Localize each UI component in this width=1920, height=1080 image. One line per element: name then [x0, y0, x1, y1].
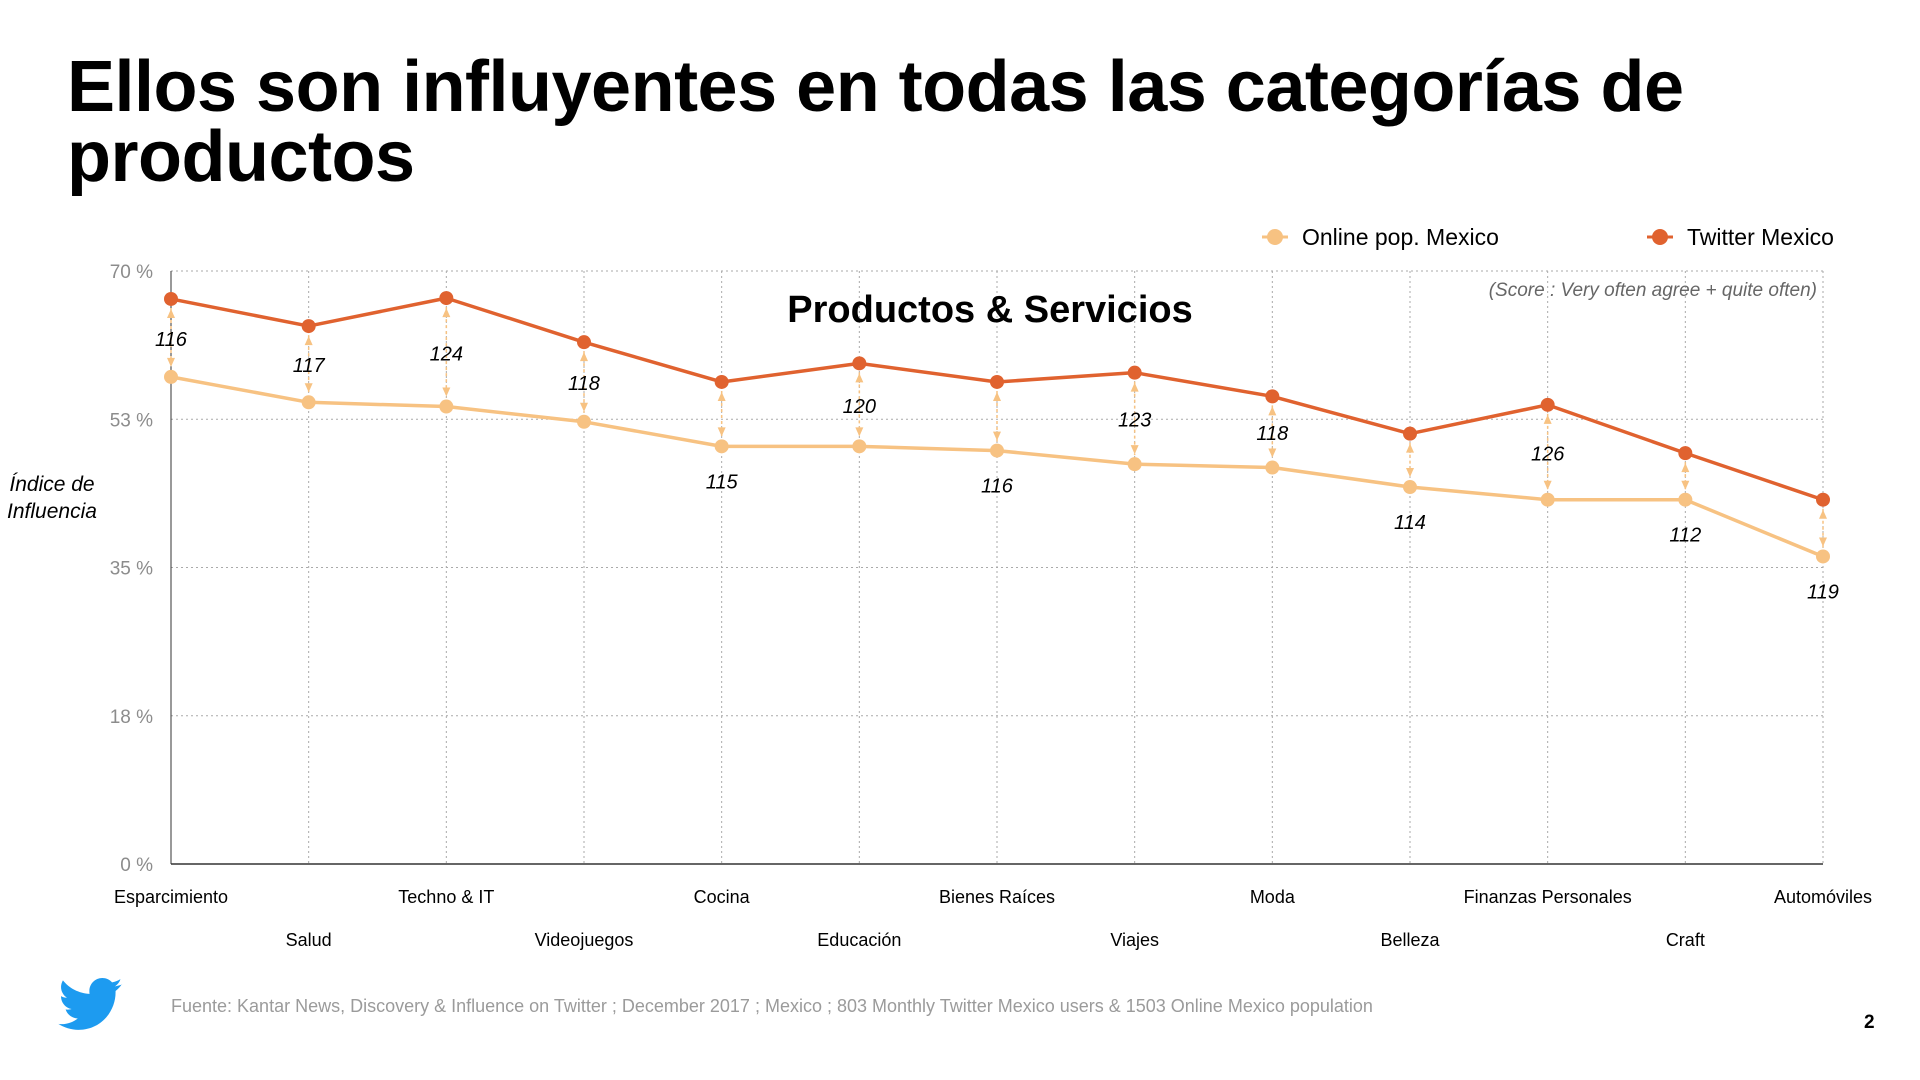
online-data-point: [1678, 492, 1693, 507]
twitter-data-point: [1816, 492, 1830, 507]
connector-arrow-down: [580, 402, 588, 412]
page-title: Ellos son influyentes en todas las categ…: [67, 47, 1684, 197]
x-category-label: Bienes Raíces: [939, 887, 1055, 907]
index-value-label: 114: [1394, 512, 1426, 534]
online-data-point: [714, 439, 729, 454]
y-tick-label: 18 %: [110, 707, 153, 728]
index-value-label: 115: [706, 471, 739, 493]
connector-arrow-up: [855, 373, 864, 383]
index-value-label: 118: [568, 373, 600, 395]
legend-twitter-label: Twitter Mexico: [1687, 224, 1834, 250]
x-category-label: Belleza: [1380, 930, 1440, 950]
twitter-data-point: [714, 374, 729, 389]
connector-arrow-up: [1406, 443, 1414, 453]
y-tick-label: 0 %: [120, 855, 153, 876]
connector-arrow-down: [717, 427, 726, 437]
connector-arrow-up: [717, 391, 726, 401]
y-axis-title: Índice de Influencia: [7, 473, 97, 523]
online-data-point: [164, 369, 178, 384]
connector-arrow-down: [1819, 537, 1827, 547]
connector-arrow-up: [1130, 382, 1139, 392]
connector-arrow-down: [1268, 448, 1277, 458]
twitter-data-point: [301, 319, 316, 334]
twitter-data-point: [1127, 365, 1142, 380]
x-category-label: Craft: [1666, 930, 1705, 950]
grid-layer: 0 % 18 % 35 % 53 % 70 % Esparcimiento Salud Tec…: [110, 262, 1872, 950]
connector-arrow-down: [993, 431, 1001, 441]
x-category-label: Viajes: [1110, 930, 1159, 950]
online-data-point: [990, 443, 1004, 458]
online-data-point: [301, 395, 316, 410]
connector-arrow-down: [1406, 468, 1414, 478]
source-note: Fuente: Kantar News, Discovery & Influen…: [171, 996, 1373, 1016]
y-tick-label: 35 %: [110, 559, 153, 580]
connector-arrow-down: [167, 357, 175, 367]
legend-online-label: Online pop. Mexico: [1302, 224, 1499, 250]
x-category-label: Educación: [817, 930, 901, 950]
connector-arrow-down: [1543, 480, 1552, 490]
index-value-label: 126: [1531, 443, 1565, 465]
x-category-label: Moda: [1250, 887, 1296, 907]
index-value-label: 116: [155, 329, 188, 351]
connector-arrow-down: [1681, 480, 1690, 490]
index-value-label: 116: [981, 476, 1014, 498]
connector-arrow-down: [1130, 445, 1139, 455]
connector-arrow-up: [993, 391, 1001, 401]
chart-subtitle: (Score : Very often agree + quite often): [1489, 280, 1817, 301]
connector-arrow-down: [304, 383, 313, 393]
index-value-label: 118: [1256, 423, 1288, 445]
page-number: 2: [1864, 1012, 1875, 1033]
index-value-label: 123: [1118, 409, 1151, 431]
index-value-label: 112: [1669, 525, 1701, 547]
connector-arrow-up: [580, 352, 588, 362]
twitter-data-point: [1265, 389, 1280, 404]
twitter-bird-icon: [58, 978, 123, 1030]
online-data-point: [852, 439, 867, 454]
connector-arrow-up: [1543, 414, 1552, 424]
y-tick-label: 53 %: [110, 410, 153, 431]
connector-layer: [167, 307, 1827, 548]
x-category-label: Salud: [286, 930, 332, 950]
online-data-point: [1816, 549, 1830, 564]
connector-arrow-up: [1268, 406, 1277, 416]
connector-arrow-up: [167, 308, 175, 318]
x-category-label: Finanzas Personales: [1464, 887, 1632, 907]
x-category-label: Techno & IT: [398, 887, 494, 907]
chart-legend: Online pop. Mexico Twitter Mexico: [1262, 224, 1834, 250]
index-value-label: 120: [843, 396, 876, 418]
x-category-label: Cocina: [694, 887, 751, 907]
series-layer: [164, 291, 1830, 564]
x-category-label: Videojuegos: [535, 930, 634, 950]
index-value-label: 117: [293, 355, 326, 377]
twitter-data-point: [1678, 446, 1693, 461]
twitter-data-point: [577, 335, 591, 350]
connector-arrow-up: [1681, 463, 1690, 473]
connector-arrow-up: [1819, 509, 1827, 519]
online-data-point: [1127, 457, 1142, 472]
twitter-data-point: [990, 374, 1004, 389]
online-data-point: [1403, 480, 1417, 495]
online-data-point: [1265, 460, 1280, 475]
online-data-point: [577, 414, 591, 429]
x-category-label: Automóviles: [1774, 887, 1872, 907]
chart-title: Productos & Servicios: [787, 289, 1192, 331]
connector-arrow-up: [442, 308, 451, 318]
connector-arrow-down: [442, 387, 451, 397]
label-layer: 116 117 124 118 115 120 116 123 118 114 126 112 119: [155, 329, 1839, 604]
y-tick-label: 70 %: [110, 262, 153, 283]
connector-arrow-down: [855, 427, 864, 437]
online-data-point: [439, 399, 454, 414]
connector-arrow-up: [304, 336, 313, 346]
twitter-data-point: [439, 291, 454, 306]
index-value-label: 124: [430, 343, 463, 365]
twitter-data-point: [852, 356, 867, 371]
twitter-data-point: [1403, 426, 1417, 441]
twitter-data-point: [164, 291, 178, 306]
twitter-data-point: [1540, 397, 1555, 412]
online-data-point: [1540, 492, 1555, 507]
index-value-label: 119: [1807, 581, 1839, 603]
x-category-label: Esparcimiento: [114, 887, 228, 907]
